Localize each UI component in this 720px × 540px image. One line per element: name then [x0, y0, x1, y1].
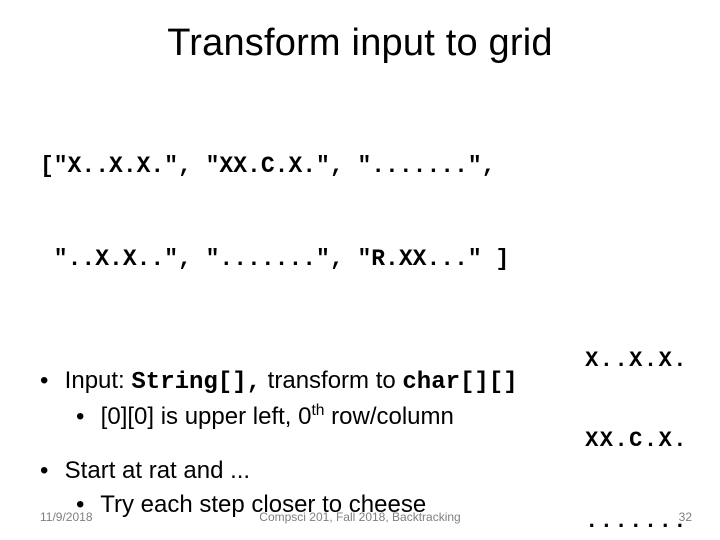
bullet-input-mono1: String[],	[131, 369, 261, 396]
bullet-input: • Input: String[], transform to char[][]	[40, 367, 680, 396]
bullet-dot-icon: •	[40, 367, 58, 395]
footer-course: Compsci 201, Fall 2018, Backtracking	[0, 510, 720, 524]
bullet-upperleft-post: row/column	[324, 403, 453, 430]
page-title: Transform input to grid	[40, 22, 680, 65]
bullet-dot-icon: •	[76, 403, 94, 431]
bullet-upperleft-pre: [0][0] is upper left, 0	[101, 403, 312, 430]
grid-row: X..X.X.	[585, 348, 688, 375]
code-line-2: "..X.X..", ".......", "R.XX..." ]	[40, 244, 680, 275]
bullet-dot-icon: •	[40, 457, 58, 485]
bullet-start: • Start at rat and ...	[40, 457, 680, 485]
bullet-input-mono2: char[][]	[402, 369, 517, 396]
bullet-input-mid: transform to	[261, 367, 402, 394]
grid-display: X..X.X. XX.C.X. ....... ..X.X.. ....... …	[585, 294, 688, 540]
grid-row: XX.C.X.	[585, 428, 688, 455]
code-block: ["X..X.X.", "XX.C.X.", ".......", "..X.X…	[40, 89, 680, 337]
footer-page-number: 32	[679, 510, 692, 524]
bullet-input-pre: Input:	[65, 367, 132, 394]
bullet-upperleft-sup: th	[311, 402, 324, 419]
bullet-list: • Input: String[], transform to char[][]…	[40, 367, 680, 519]
code-line-1: ["X..X.X.", "XX.C.X.", ".......",	[40, 151, 680, 182]
bullet-start-text: Start at rat and ...	[65, 457, 250, 484]
